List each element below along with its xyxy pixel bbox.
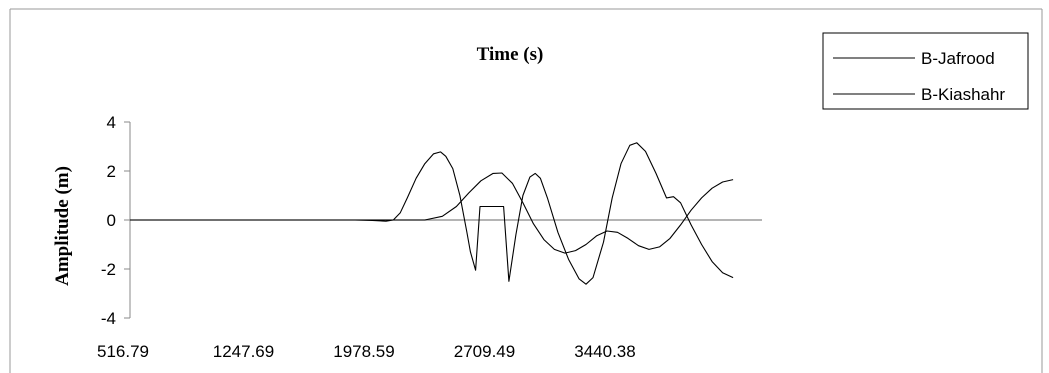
x-tick-label: 3440.38 — [574, 342, 635, 361]
legend-box — [822, 32, 1029, 110]
y-tick-label: 2 — [107, 162, 116, 181]
legend-label-kiashahr: B-Kiashahr — [921, 85, 1005, 104]
legend-label-jafrood: B-Jafrood — [921, 49, 995, 68]
x-axis: 516.79 1247.69 1978.59 2709.49 3440.38 — [97, 219, 762, 361]
y-tick-label: -2 — [101, 260, 116, 279]
chart-title: Time (s) — [477, 44, 544, 65]
x-tick-label: 1247.69 — [213, 342, 274, 361]
y-axis-label: Amplitude (m) — [52, 166, 73, 286]
series-line-b-jafrood — [130, 142, 734, 285]
x-tick-label: 1978.59 — [333, 342, 394, 361]
y-tick-label: 0 — [107, 211, 116, 230]
legend: B-Jafrood B-Kiashahr — [822, 32, 1029, 110]
series-line-b-kiashahr — [130, 172, 734, 254]
x-tick-label: 516.79 — [97, 342, 149, 361]
y-axis: -4 -2 0 2 4 — [101, 113, 131, 328]
y-tick-label: 4 — [107, 113, 116, 132]
y-tick-label: -4 — [101, 309, 116, 328]
series-lines — [130, 142, 734, 285]
x-tick-label: 2709.49 — [454, 342, 515, 361]
